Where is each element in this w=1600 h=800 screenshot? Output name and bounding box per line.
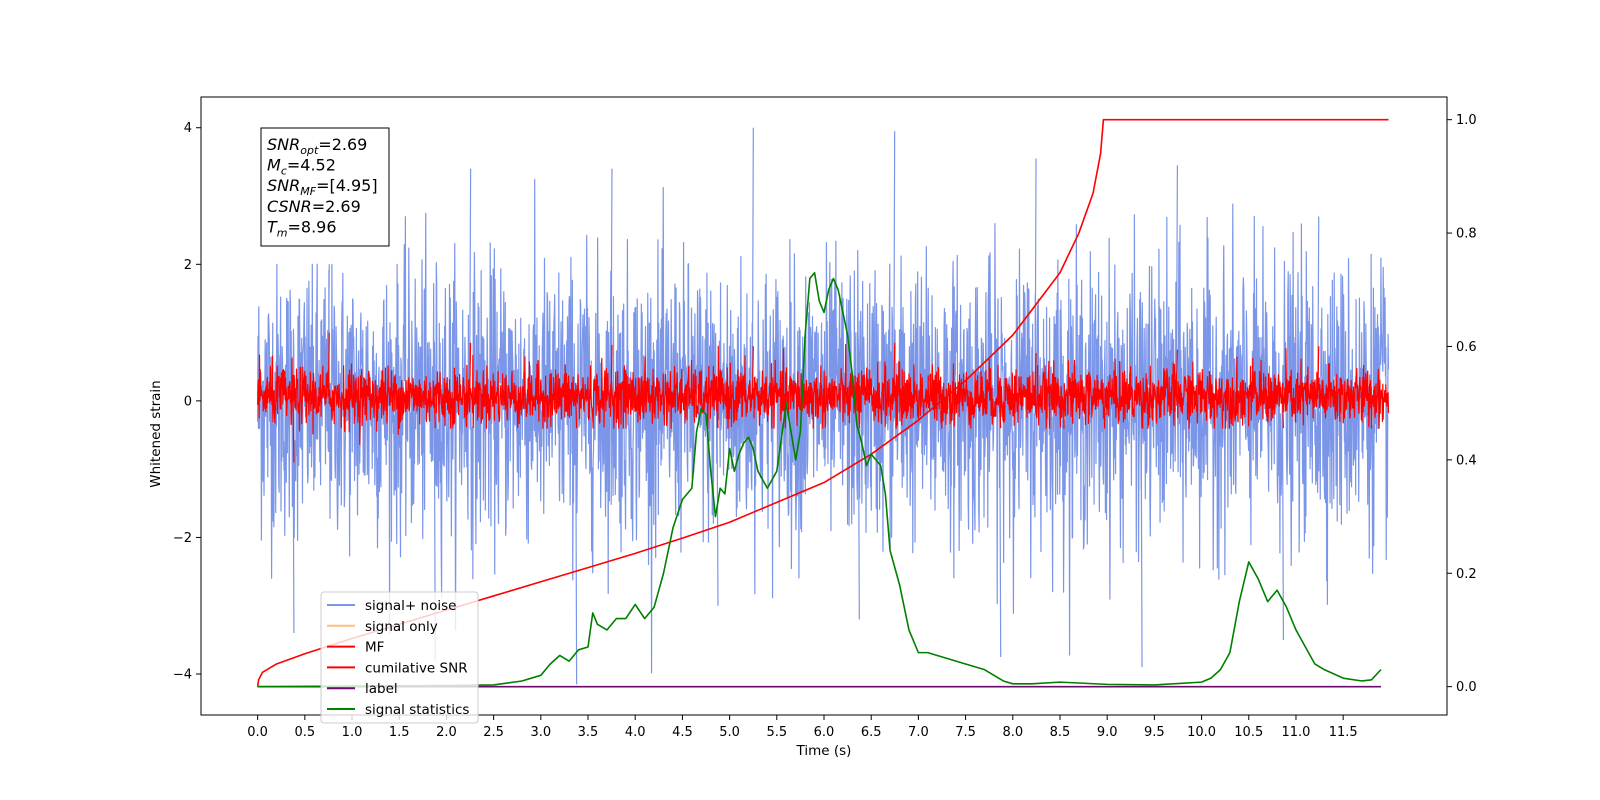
x-tick-label: 7.5 [955, 725, 976, 740]
annotation-symbol: SNR [267, 135, 300, 154]
x-tick-label: 3.0 [530, 725, 551, 740]
annotation-subscript: c [281, 165, 287, 178]
annotation-symbol: SNR [267, 176, 300, 195]
y-left-tick-label: 0 [184, 394, 192, 409]
x-tick-label: 0.5 [294, 725, 315, 740]
stats-annotation-box: SNRopt=2.69Mc=4.52SNRMF=[4.95]CSNR=2.69T… [260, 127, 390, 247]
annotation-line: CSNR=2.69 [267, 197, 361, 216]
series-line-mf [257, 332, 1390, 463]
legend-entry-signal-noise: signal+ noise [365, 598, 456, 614]
x-tick-label: 8.0 [1002, 725, 1023, 740]
x-tick-label: 10.5 [1234, 725, 1263, 740]
y-right-tick-label: 0.0 [1456, 680, 1477, 695]
legend-entry-label: label [365, 681, 398, 697]
legend-entry-signal-only: signal only [365, 619, 438, 635]
annotation-line: SNRMF=[4.95] [267, 176, 378, 198]
x-axis-label: Time (s) [796, 743, 852, 759]
x-tick-label: 10.0 [1187, 725, 1216, 740]
x-tick-label: 4.0 [625, 725, 646, 740]
y-right-tick-label: 0.4 [1456, 453, 1477, 468]
annotation-symbol: CSNR [267, 197, 312, 216]
y-left-tick-label: 2 [184, 258, 192, 273]
y-left-tick-label: −2 [173, 531, 192, 546]
annotation-line: SNRopt=2.69 [267, 135, 367, 157]
x-tick-label: 9.5 [1144, 725, 1165, 740]
legend-entry-cumilative-snr: cumilative SNR [365, 660, 468, 676]
legend-entry-signal-statistics: signal statistics [365, 702, 469, 718]
annotation-symbol: T [267, 217, 278, 236]
legend: signal+ noise signal only MF cumilative SNR… [320, 591, 479, 724]
legend-frame [320, 591, 479, 724]
y-right-tick-label: 0.8 [1456, 227, 1477, 242]
y-right-tick-label: 1.0 [1456, 113, 1477, 128]
annotation-value: =2.69 [318, 135, 367, 154]
x-tick-label: 1.5 [389, 725, 410, 740]
y-axis-left: 4 2 0 −2 −4 [173, 121, 201, 683]
annotation-subscript: m [277, 226, 288, 239]
y-left-tick-label: −4 [173, 668, 192, 683]
x-tick-label: 2.0 [436, 725, 457, 740]
annotation-subscript: MF [300, 185, 316, 198]
x-tick-label: 9.0 [1097, 725, 1118, 740]
y-axis-label-left: Whitened strain [148, 380, 164, 487]
x-tick-label: 6.5 [861, 725, 882, 740]
x-tick-label: 2.5 [483, 725, 504, 740]
x-tick-label: 11.5 [1329, 725, 1358, 740]
annotation-line: Tm=8.96 [267, 217, 337, 239]
annotation-value: =2.69 [312, 197, 361, 216]
annotation-frame [260, 127, 390, 247]
x-tick-label: 11.0 [1281, 725, 1310, 740]
x-tick-label: 4.5 [672, 725, 693, 740]
y-right-tick-label: 0.2 [1456, 567, 1477, 582]
y-axis-right: 1.0 0.8 0.6 0.4 0.2 0.0 [1447, 113, 1477, 695]
y-right-tick-label: 0.6 [1456, 340, 1477, 355]
x-tick-label: 6.0 [814, 725, 835, 740]
x-tick-label: 0.0 [247, 725, 268, 740]
x-tick-label: 3.5 [578, 725, 599, 740]
y-left-tick-label: 4 [184, 121, 192, 136]
annotation-subscript: opt [300, 144, 319, 157]
x-tick-label: 5.5 [766, 725, 787, 740]
annotation-symbol: M [267, 156, 281, 175]
x-axis: 0.0 0.5 1.0 1.5 2.0 2.5 3.0 3.5 4.0 4.5 5.0 5.5 6.0 6… [247, 715, 1358, 740]
x-tick-label: 8.5 [1050, 725, 1071, 740]
annotation-value: =[4.95] [316, 176, 378, 195]
legend-entry-mf: MF [365, 640, 384, 656]
x-tick-label: 1.0 [342, 725, 363, 740]
annotation-value: =8.96 [288, 217, 337, 236]
x-tick-label: 5.0 [719, 725, 740, 740]
series-line-signal-statistics [257, 271, 1382, 688]
annotation-line: Mc=4.52 [267, 156, 336, 178]
annotation-value: =4.52 [287, 156, 336, 175]
x-tick-label: 7.0 [908, 725, 929, 740]
